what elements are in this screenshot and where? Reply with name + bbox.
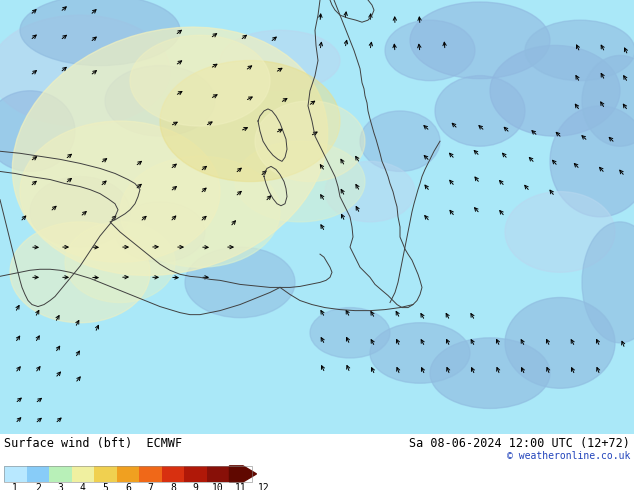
Text: Surface wind (bft)  ECMWF: Surface wind (bft) ECMWF <box>4 437 182 450</box>
Text: 10: 10 <box>212 483 224 490</box>
Ellipse shape <box>582 222 634 343</box>
Ellipse shape <box>0 91 75 172</box>
Bar <box>207 466 230 482</box>
Bar <box>162 466 184 482</box>
Ellipse shape <box>310 308 390 358</box>
Text: 6: 6 <box>125 483 131 490</box>
Ellipse shape <box>10 222 150 323</box>
Ellipse shape <box>160 60 340 181</box>
Ellipse shape <box>525 20 634 81</box>
Bar <box>27 466 49 482</box>
Bar <box>117 466 139 482</box>
Ellipse shape <box>20 121 220 262</box>
Text: 11: 11 <box>235 483 247 490</box>
Ellipse shape <box>130 35 270 126</box>
Ellipse shape <box>65 222 175 302</box>
Bar <box>184 466 207 482</box>
Ellipse shape <box>20 0 180 66</box>
Text: 3: 3 <box>58 483 63 490</box>
Ellipse shape <box>505 297 615 388</box>
Ellipse shape <box>430 338 550 409</box>
Text: 4: 4 <box>80 483 86 490</box>
Text: 2: 2 <box>35 483 41 490</box>
Ellipse shape <box>550 106 634 217</box>
Bar <box>94 466 117 482</box>
Ellipse shape <box>220 30 340 91</box>
Bar <box>72 466 94 482</box>
Text: 5: 5 <box>103 483 108 490</box>
Ellipse shape <box>582 55 634 146</box>
Ellipse shape <box>435 75 525 146</box>
Text: 12: 12 <box>257 483 269 490</box>
FancyArrow shape <box>230 466 257 482</box>
Bar <box>4 466 27 482</box>
Text: 8: 8 <box>170 483 176 490</box>
Ellipse shape <box>505 192 615 272</box>
Ellipse shape <box>185 247 295 318</box>
Ellipse shape <box>115 202 205 262</box>
Ellipse shape <box>385 20 475 81</box>
Ellipse shape <box>370 323 470 383</box>
Text: 7: 7 <box>148 483 153 490</box>
Ellipse shape <box>255 101 365 181</box>
Ellipse shape <box>30 176 130 247</box>
Bar <box>139 466 162 482</box>
Ellipse shape <box>105 66 215 136</box>
Text: Sa 08-06-2024 12:00 UTC (12+72): Sa 08-06-2024 12:00 UTC (12+72) <box>409 437 630 450</box>
Bar <box>4 466 252 482</box>
Text: 1: 1 <box>12 483 18 490</box>
Ellipse shape <box>0 15 170 126</box>
Ellipse shape <box>12 27 328 275</box>
Text: © weatheronline.co.uk: © weatheronline.co.uk <box>507 451 630 461</box>
Ellipse shape <box>360 111 440 172</box>
Ellipse shape <box>325 161 415 222</box>
Ellipse shape <box>410 2 550 79</box>
Bar <box>49 466 72 482</box>
Ellipse shape <box>120 156 280 267</box>
Ellipse shape <box>235 141 365 222</box>
Ellipse shape <box>490 46 620 136</box>
Text: 9: 9 <box>193 483 198 490</box>
